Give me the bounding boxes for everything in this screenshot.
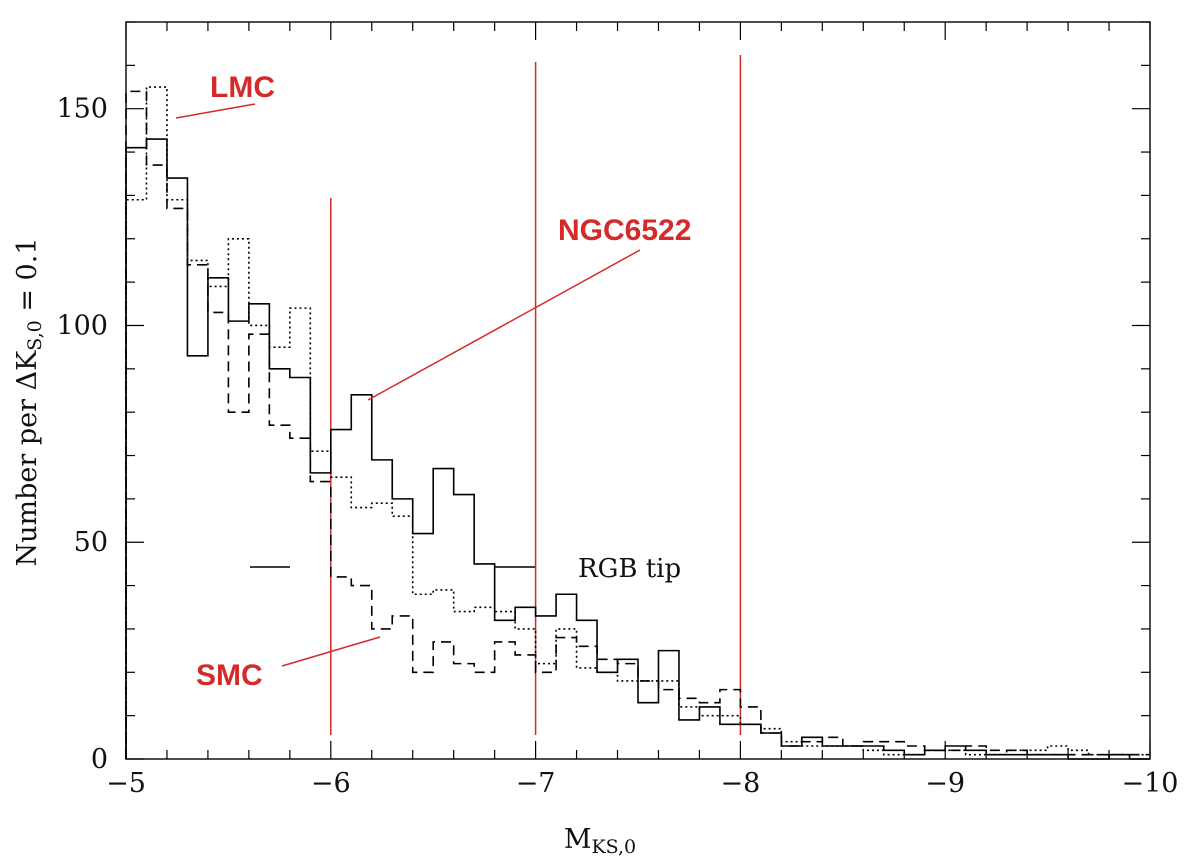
- series-smc-histogram: [125, 90, 1150, 759]
- lmc-pointer-line: [175, 103, 256, 119]
- x-tick-label: −10: [1122, 768, 1179, 799]
- histogram-series: [125, 86, 1150, 760]
- y-tick-label: 150: [56, 94, 108, 125]
- ngc6522-label: NGC6522: [558, 214, 691, 247]
- ngc6522-pointer-line: [367, 249, 641, 401]
- lmc-label: LMC: [210, 71, 275, 104]
- y-axis-label-sub: S,0: [24, 320, 46, 350]
- smc-label: SMC: [196, 659, 263, 692]
- x-tick-label: −6: [311, 768, 351, 799]
- x-tick-label: −7: [516, 768, 556, 799]
- x-tick-label: −8: [720, 768, 760, 799]
- y-axis-label: Number per ΔKS,0 = 0.1: [12, 238, 46, 567]
- x-axis-label-main: M: [564, 824, 592, 855]
- x-tick-label: −9: [925, 768, 965, 799]
- y-tick-label: 50: [74, 527, 108, 558]
- x-tick-label: −5: [106, 768, 146, 799]
- y-axis-label-tail: = 0.1: [12, 238, 43, 321]
- axis-ticks: [125, 21, 1151, 760]
- plot-frame: [125, 21, 1151, 760]
- axis-tick-labels: −5 −6 −7 −8 −9 −10 0 50 100 150: [56, 94, 1178, 799]
- x-axis-label-sub: KS,0: [591, 836, 636, 858]
- series-lmc-histogram: [125, 86, 1150, 759]
- smc-pointer-line: [281, 636, 381, 667]
- annotations: LMC NGC6522 SMC RGB tip: [175, 71, 691, 692]
- y-axis-label-main: Number per ΔK: [12, 350, 43, 567]
- rgb-tip-label: RGB tip: [578, 554, 681, 584]
- y-tick-label: 100: [56, 310, 108, 341]
- x-axis-label: MKS,0: [564, 824, 636, 858]
- y-tick-label: 0: [91, 744, 108, 775]
